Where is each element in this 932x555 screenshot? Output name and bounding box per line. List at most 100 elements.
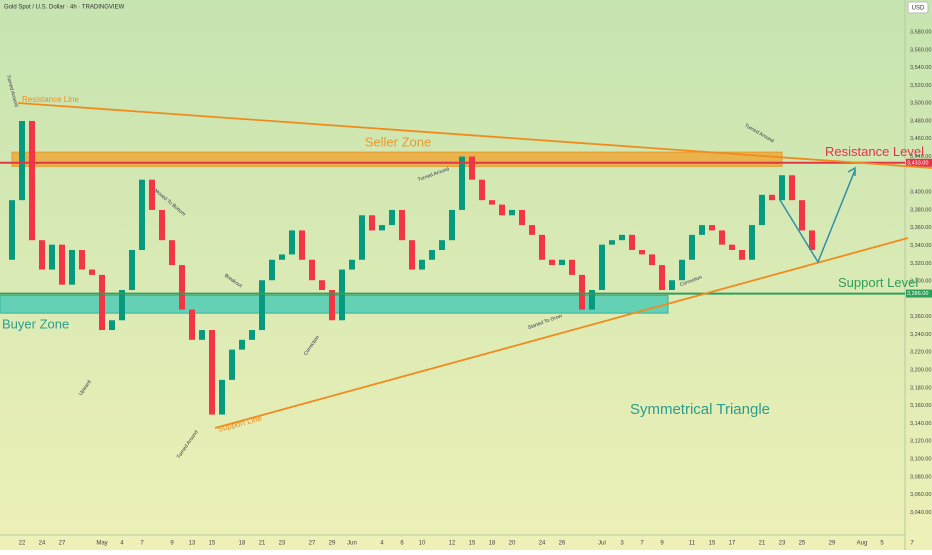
candle bbox=[509, 209, 515, 216]
candle bbox=[169, 240, 175, 266]
candle bbox=[579, 274, 585, 310]
candle bbox=[359, 215, 365, 260]
candle bbox=[369, 215, 375, 231]
y-tick-label: 3,540.00 bbox=[910, 65, 931, 71]
candle bbox=[459, 156, 465, 210]
x-tick-label: 21 bbox=[759, 541, 766, 547]
x-tick-label: 26 bbox=[559, 541, 566, 547]
y-tick-label: 3,220.00 bbox=[910, 350, 931, 356]
x-tick-label: 3 bbox=[620, 541, 624, 547]
pattern-label: Symmetrical Triangle bbox=[630, 401, 770, 418]
x-tick-label: Jun bbox=[347, 541, 357, 547]
candle bbox=[289, 230, 295, 255]
candle bbox=[129, 249, 135, 291]
candle bbox=[209, 330, 215, 415]
candle bbox=[269, 259, 275, 281]
y-tick-label: 3,080.00 bbox=[910, 474, 931, 480]
zone-label: Buyer Zone bbox=[2, 316, 69, 331]
candle bbox=[469, 156, 475, 180]
x-tick-label: Jul bbox=[598, 541, 606, 547]
price-tag bbox=[906, 158, 932, 167]
candle bbox=[399, 209, 405, 241]
x-tick-label: Aug bbox=[857, 541, 868, 547]
candle bbox=[259, 280, 265, 331]
y-tick-label: 3,360.00 bbox=[910, 225, 931, 231]
candle bbox=[229, 349, 235, 380]
candle bbox=[489, 200, 495, 205]
y-tick-label: 3,180.00 bbox=[910, 385, 931, 391]
candle bbox=[249, 330, 255, 340]
y-tick-label: 3,100.00 bbox=[910, 456, 931, 462]
x-tick-label: 29 bbox=[829, 541, 836, 547]
x-tick-label: 10 bbox=[419, 541, 426, 547]
candle bbox=[89, 269, 95, 275]
candle bbox=[219, 379, 225, 415]
candle bbox=[549, 259, 555, 266]
x-tick-label: 23 bbox=[279, 541, 286, 547]
projection bbox=[779, 169, 856, 264]
candle bbox=[529, 225, 535, 235]
y-tick-label: 3,520.00 bbox=[910, 83, 931, 89]
y-tick-label: 3,560.00 bbox=[910, 47, 931, 53]
candle bbox=[309, 259, 315, 281]
y-tick-label: 3,380.00 bbox=[910, 207, 931, 213]
x-tick-label: 15 bbox=[469, 541, 476, 547]
zone-label: Seller Zone bbox=[365, 134, 431, 149]
candle bbox=[749, 225, 755, 260]
candle bbox=[799, 200, 805, 231]
candle bbox=[589, 290, 595, 310]
candle bbox=[599, 244, 605, 291]
candle bbox=[349, 259, 355, 270]
x-tick-label: 6 bbox=[400, 541, 404, 547]
candle bbox=[419, 259, 425, 270]
support-line bbox=[214, 237, 909, 429]
candle bbox=[479, 179, 485, 201]
candle bbox=[239, 339, 245, 350]
x-tick-label: 7 bbox=[910, 541, 914, 547]
x-tick-label: 20 bbox=[509, 541, 516, 547]
candle bbox=[409, 240, 415, 270]
candle bbox=[9, 200, 15, 260]
x-tick-label: 4 bbox=[380, 541, 384, 547]
x-tick-label: 25 bbox=[799, 541, 806, 547]
candle bbox=[649, 254, 655, 266]
candle bbox=[379, 225, 385, 231]
resistance-line bbox=[17, 102, 932, 169]
candle bbox=[569, 259, 575, 275]
candle bbox=[769, 194, 775, 201]
candle bbox=[139, 179, 145, 250]
y-tick-label: 3,480.00 bbox=[910, 118, 931, 124]
x-tick-label: 11 bbox=[689, 541, 696, 547]
y-tick-label: 3,240.00 bbox=[910, 332, 931, 338]
y-tick-label: 3,060.00 bbox=[910, 492, 931, 498]
candle bbox=[679, 259, 685, 281]
candle bbox=[69, 249, 75, 285]
currency-box bbox=[907, 1, 929, 14]
candle bbox=[389, 209, 395, 226]
candle bbox=[149, 179, 155, 210]
candle bbox=[329, 290, 335, 321]
candle bbox=[789, 175, 795, 201]
candle bbox=[759, 194, 765, 226]
x-tick-label: 18 bbox=[239, 541, 246, 547]
x-tick-label: 13 bbox=[189, 541, 196, 547]
x-tick-label: 24 bbox=[539, 541, 546, 547]
candle bbox=[29, 120, 35, 241]
candle bbox=[689, 234, 695, 260]
candle bbox=[439, 240, 445, 250]
x-tick-label: 4 bbox=[120, 541, 124, 547]
candle bbox=[559, 259, 565, 266]
candle bbox=[159, 209, 165, 241]
candle bbox=[449, 209, 455, 241]
y-tick-label: 3,140.00 bbox=[910, 421, 931, 427]
candle bbox=[49, 244, 55, 270]
x-tick-label: 22 bbox=[19, 541, 26, 547]
candle bbox=[339, 269, 345, 321]
arrow-head bbox=[847, 166, 856, 176]
x-tick-label: 15 bbox=[209, 541, 216, 547]
x-tick-label: 23 bbox=[779, 541, 786, 547]
candle bbox=[639, 249, 645, 255]
